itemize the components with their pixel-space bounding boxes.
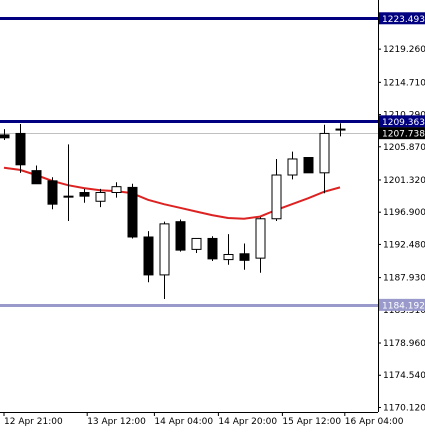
price-tag xyxy=(379,115,425,128)
candle-body xyxy=(303,157,314,174)
y-tick-label: 1178.960 xyxy=(383,339,425,349)
price-tag-label: 1207.738 xyxy=(382,130,425,140)
candle-body xyxy=(111,186,122,194)
candle-body xyxy=(255,218,266,259)
price-tag-label: 1184.192 xyxy=(382,301,425,311)
y-tick-label: 1214.710 xyxy=(383,78,425,88)
candle-body xyxy=(31,170,42,185)
candle-body xyxy=(15,132,26,166)
y-tick-label: 1187.930 xyxy=(383,274,425,284)
price-tag xyxy=(379,298,425,311)
candle-body xyxy=(319,132,330,174)
x-tick-label: 13 Apr 12:00 xyxy=(87,417,146,427)
x-tick-label: 14 Apr 20:00 xyxy=(218,417,277,427)
candle-body xyxy=(0,134,10,139)
moving-average-line xyxy=(3,166,341,220)
y-tick-label: 1192.480 xyxy=(383,240,425,250)
price-tag xyxy=(379,127,425,140)
candle-body xyxy=(287,158,298,176)
candle-body xyxy=(335,128,346,131)
candle-body xyxy=(271,174,282,220)
candle-body xyxy=(95,192,106,202)
candle-body xyxy=(79,192,90,197)
candle-body xyxy=(175,221,186,251)
price-tag xyxy=(379,12,425,25)
y-tick-label: 1219.260 xyxy=(383,45,425,55)
candle-body xyxy=(223,253,234,261)
candle-body xyxy=(159,223,170,276)
candles-layer xyxy=(0,123,346,299)
y-tick-label: 1205.870 xyxy=(383,143,425,153)
candle-body xyxy=(47,180,58,205)
candle-body xyxy=(239,253,250,261)
y-tick-label: 1201.320 xyxy=(383,176,425,186)
moving-average-layer xyxy=(3,166,341,220)
x-tick-label: 16 Apr 04:00 xyxy=(345,417,404,427)
candle-body xyxy=(143,236,154,276)
candle-body xyxy=(127,186,138,238)
horizontal-levels xyxy=(0,17,378,307)
level-tags-layer: 1223.493 1209.363 1207.738 1184.192 xyxy=(379,12,425,311)
price-tag-label: 1209.363 xyxy=(382,118,425,128)
y-tick-label: 1196.900 xyxy=(383,208,425,218)
x-tick-label: 12 Apr 21:00 xyxy=(4,417,63,427)
candle-body xyxy=(207,237,218,260)
price-tag-label: 1223.493 xyxy=(382,15,425,25)
y-tick-label: 1170.120 xyxy=(383,403,425,413)
candle-body xyxy=(63,195,74,198)
y-tick-label: 1174.540 xyxy=(383,371,425,381)
candle-body xyxy=(191,237,202,250)
x-tick-label: 14 Apr 04:00 xyxy=(154,417,213,427)
x-tick-label: 15 Apr 12:00 xyxy=(282,417,341,427)
